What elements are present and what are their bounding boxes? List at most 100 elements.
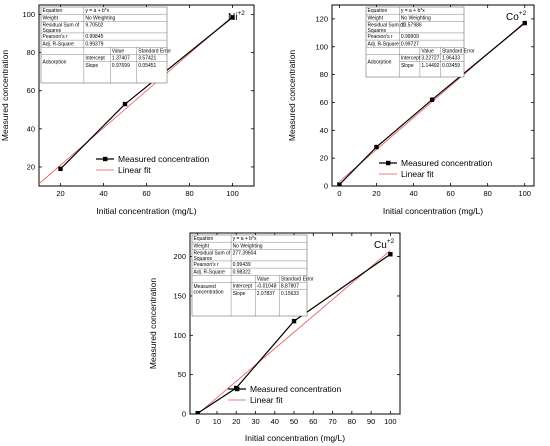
- y-tick-label: 80: [27, 48, 35, 57]
- table-row-label-cont: Squares: [368, 28, 387, 34]
- y-tick-label: 100: [173, 331, 186, 340]
- table-row-value: No Weighting: [85, 15, 115, 21]
- x-tick-label: 80: [185, 189, 193, 198]
- table-row-label: Weight: [194, 243, 210, 249]
- table-param-name: Intercept: [233, 284, 253, 290]
- y-tick-label: 40: [320, 126, 328, 135]
- y-tick-label: 100: [22, 10, 35, 19]
- y-axis-title: Measured concentration: [148, 278, 158, 369]
- data-point-measured: [291, 318, 297, 324]
- x-tick-label: 50: [290, 417, 298, 426]
- y-tick-label: 50: [178, 370, 186, 379]
- x-tick-label: 100: [226, 189, 239, 198]
- ion-charge: +2: [519, 10, 527, 17]
- table-row-label: Residual Sum of: [43, 23, 80, 29]
- legend-swatch-marker: [235, 386, 240, 392]
- series-line-linear-fit: [39, 15, 233, 185]
- legend-label: Measured concentration: [401, 158, 492, 168]
- table-param-value: 1.14492: [421, 63, 439, 69]
- data-point-measured: [58, 166, 63, 172]
- fit-stats-table-box: [40, 6, 168, 84]
- y-axis-title: Measured concentration: [287, 50, 297, 141]
- table-param-stderr: 3.57421: [138, 56, 156, 62]
- x-tick-label: 20: [56, 189, 64, 198]
- table-row-value: 0.99439: [233, 262, 251, 268]
- chart-ni: 20 40 60 80 100 20 40 60 80 100 Initial concentrat…: [0, 4, 255, 216]
- x-tick-label: 10: [213, 417, 221, 426]
- x-tick-label: 40: [409, 189, 417, 198]
- data-point-measured: [230, 15, 235, 20]
- table-row-value: No Weighting: [401, 15, 431, 21]
- chart-cu: 0 10 20 30 40 50 60 70 80 90 100 0 50 100 150 200 Initia…: [148, 232, 401, 443]
- x-tick-label: 60: [309, 417, 317, 426]
- table-row-label: Pearson's r: [368, 34, 393, 40]
- legend-label: Linear fit: [118, 165, 151, 175]
- table-param-group-cont: concentration: [194, 290, 224, 296]
- table-row-label: Adj. R-Square: [194, 269, 226, 275]
- series-line-measured: [338, 22, 526, 186]
- table-row-label: Residual Sum of: [368, 23, 405, 29]
- data-point-measured: [388, 252, 393, 257]
- x-axis-title: Initial concentration (mg/L): [96, 206, 196, 216]
- ion-label: Ni+2: [228, 10, 245, 23]
- table-param-name: Intercept: [401, 56, 421, 62]
- table-row-value: 0.99727: [401, 41, 419, 47]
- table-row-value: 277.39604: [233, 251, 257, 257]
- legend-label: Measured concentration: [250, 384, 341, 394]
- table-row-value: y = a + b*x: [401, 8, 425, 14]
- table-row-label: Pearson's r: [43, 34, 68, 40]
- ion-symbol: Cu: [374, 240, 387, 251]
- data-point-measured: [374, 144, 379, 150]
- x-tick-label: 100: [518, 189, 531, 198]
- x-tick-label: 80: [483, 189, 491, 198]
- table-row-label-cont: Squares: [194, 256, 213, 262]
- table-header-stderr: Standard Error: [138, 49, 171, 55]
- data-point-measured: [522, 20, 527, 26]
- x-tick-label: 100: [384, 417, 397, 426]
- table-param-name: Intercept: [85, 56, 105, 62]
- legend-label: Linear fit: [401, 169, 434, 179]
- x-tick-label: 60: [446, 189, 454, 198]
- ion-label: Co+2: [506, 10, 527, 23]
- x-tick-label: 40: [271, 417, 279, 426]
- table-header-value: Value: [112, 49, 125, 55]
- plot-area: [337, 20, 527, 186]
- table-row-label: Equation: [368, 8, 388, 14]
- table-row-label: Residual Sum of: [194, 251, 231, 257]
- plot-frame: [189, 232, 401, 415]
- y-tick-label: 60: [27, 86, 35, 95]
- table-row-value: 0.99909: [401, 34, 419, 40]
- table-param-stderr: 0.15633: [281, 291, 299, 297]
- y-tick-label: 100: [315, 42, 328, 51]
- table-row-value: 9.70502: [85, 23, 103, 29]
- legend-label: Linear fit: [250, 395, 283, 405]
- plot-frame: [331, 4, 535, 187]
- table-header-stderr: Standard Error: [442, 49, 475, 55]
- table-param-stderr: 1.96433: [442, 56, 460, 62]
- series-line-linear-fit: [197, 250, 391, 414]
- table-param-stderr: 0.05451: [138, 63, 156, 69]
- y-tick-label: 80: [320, 70, 328, 79]
- table-param-name: Slope: [85, 63, 98, 69]
- table-row-label: Pearson's r: [194, 262, 219, 268]
- table-header-stderr: Standard Error: [281, 277, 314, 283]
- y-tick-label: 40: [27, 124, 35, 133]
- data-point-measured: [122, 101, 128, 107]
- ion-symbol: Co: [506, 12, 519, 23]
- ion-label: Cu+2: [374, 238, 395, 251]
- x-tick-label: 0: [337, 189, 341, 198]
- x-axis-title: Initial concentration (mg/L): [383, 206, 483, 216]
- data-point-measured: [429, 97, 435, 102]
- table-param-group: Measured: [194, 284, 216, 290]
- table-header-value: Value: [421, 49, 434, 55]
- x-tick-label: 90: [367, 417, 375, 426]
- table-row-value: No Weighting: [233, 243, 263, 249]
- table-param-value: 2.07837: [257, 291, 275, 297]
- table-row-label: Adj. R-Square: [368, 41, 400, 47]
